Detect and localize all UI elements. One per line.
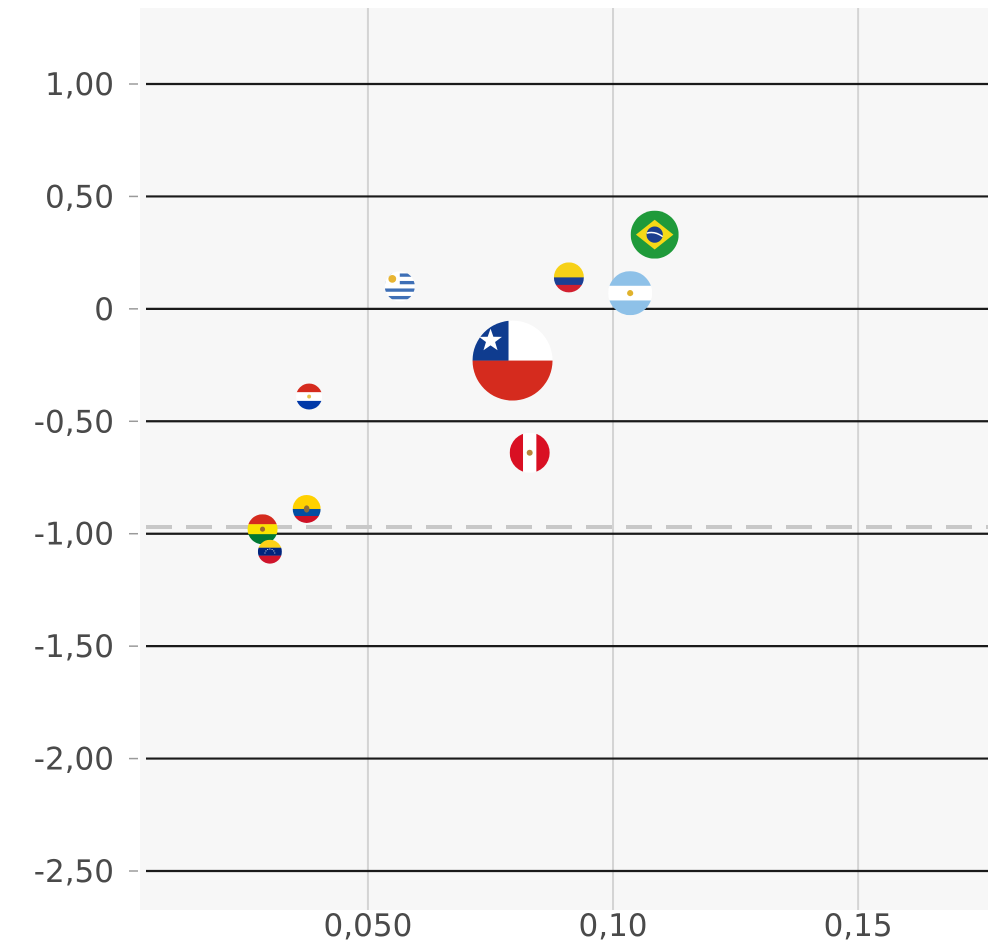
point-bolivia[interactable]: [247, 514, 278, 545]
plot-background: [140, 8, 988, 910]
point-paraguay[interactable]: [296, 383, 323, 410]
y-tick-label: 0,50: [45, 179, 114, 215]
horizontal-gridlines: [146, 82, 988, 873]
point-colombia[interactable]: [553, 262, 584, 293]
x-tick-label: 0,15: [824, 908, 893, 944]
point-peru[interactable]: [509, 432, 550, 473]
y-tick-label: 1,00: [45, 67, 114, 103]
x-tick-label: 0,10: [579, 908, 648, 944]
y-axis-ticks: 1,00 0,50 0 -0,50 -1,00 -1,50 -2,00 -2,50: [34, 67, 138, 890]
point-brazil[interactable]: [630, 210, 679, 259]
point-uruguay[interactable]: [384, 271, 415, 302]
y-tick-label: 0: [94, 292, 114, 328]
x-axis-ticks: 0,050 0,10 0,15: [324, 908, 893, 944]
y-tick-label: -2,50: [34, 854, 114, 890]
point-venezuela[interactable]: [257, 539, 282, 564]
y-tick-label: -0,50: [34, 404, 114, 440]
point-argentina[interactable]: [608, 271, 653, 316]
point-ecuador[interactable]: [292, 494, 321, 523]
y-tick-label: -2,00: [34, 742, 114, 778]
data-points: [247, 210, 679, 564]
y-tick-label: -1,00: [34, 517, 114, 553]
x-tick-label: 0,050: [324, 908, 413, 944]
point-chile[interactable]: [472, 320, 553, 401]
y-tick-label: -1,50: [34, 629, 114, 665]
